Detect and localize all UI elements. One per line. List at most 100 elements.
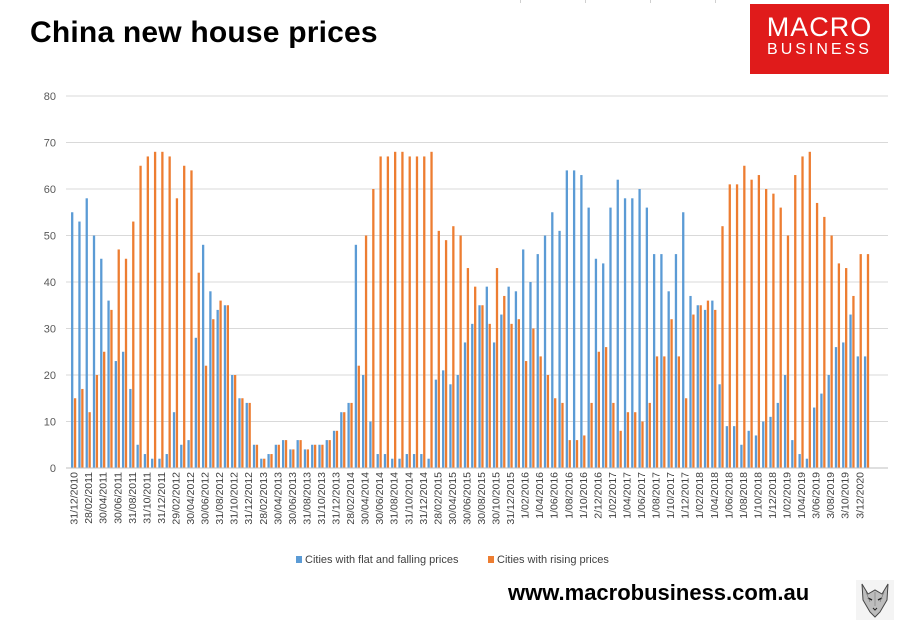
bar-rising — [634, 412, 637, 468]
bar-rising — [88, 412, 91, 468]
bar-rising — [765, 189, 768, 468]
website-url[interactable]: www.macrobusiness.com.au — [508, 580, 810, 605]
bar-rising — [612, 402, 615, 468]
bar-rising — [575, 440, 579, 468]
bar-rising — [648, 402, 651, 468]
bar-flat-falling — [507, 286, 510, 468]
x-tick-label: 1/06/2016 — [549, 472, 561, 519]
bar-rising — [292, 449, 295, 468]
bar-flat-falling — [383, 454, 387, 468]
bar-rising — [204, 365, 208, 468]
bar-rising — [270, 454, 273, 468]
bar-rising — [532, 328, 535, 468]
bar-rising — [430, 151, 433, 469]
bar-flat-falling — [587, 207, 590, 468]
bar-flat-falling — [405, 454, 408, 468]
bar-rising — [539, 356, 542, 468]
x-tick-label: 30/06/2012 — [200, 472, 212, 525]
bar-flat-falling — [398, 458, 401, 468]
bar-flat-falling — [813, 407, 816, 468]
bar-flat-falling — [703, 309, 707, 468]
x-tick-label: 31/10/2011 — [141, 472, 153, 524]
bar-rising — [517, 319, 520, 468]
bar-flat-falling — [267, 454, 270, 468]
bar-flat-falling — [725, 426, 729, 468]
bar-rising — [677, 356, 681, 468]
bar-flat-falling — [449, 384, 452, 468]
y-tick-label: 40 — [44, 277, 56, 289]
x-tick-label: 1/10/2018 — [752, 472, 764, 519]
bar-flat-falling — [318, 444, 321, 468]
bar-rising — [779, 207, 782, 468]
x-tick-label: 28/02/2015 — [432, 472, 444, 525]
x-tick-label: 1/08/2018 — [738, 472, 750, 519]
bar-flat-falling — [347, 402, 350, 468]
bar-rising — [277, 444, 280, 468]
legend-swatch-rising — [488, 556, 494, 563]
legend-label-flat-falling: Cities with flat and falling prices — [305, 554, 459, 566]
bar-rising — [757, 175, 761, 469]
x-tick-label: 1/04/2017 — [622, 472, 634, 519]
bar-flat-falling — [340, 412, 343, 468]
bar-flat-falling — [238, 398, 241, 468]
bar-rising — [132, 221, 135, 468]
bar-rising — [335, 430, 339, 468]
bar-flat-falling — [129, 388, 132, 468]
bar-flat-falling — [580, 175, 583, 469]
bar-rising — [168, 156, 171, 468]
x-tick-label: 31/12/2010 — [69, 472, 81, 525]
bar-rising — [408, 156, 411, 468]
bar-flat-falling — [783, 375, 787, 468]
bar-rising — [81, 388, 84, 468]
bar-rising — [444, 240, 448, 468]
bar-flat-falling — [660, 254, 663, 468]
bar-rising — [823, 216, 826, 468]
x-tick-label: 31/08/2011 — [127, 472, 139, 524]
bar-flat-falling — [645, 207, 649, 468]
bar-flat-falling — [754, 435, 758, 468]
bar-rising — [386, 156, 390, 468]
bar-rising — [699, 305, 702, 468]
bar-rising — [626, 412, 630, 468]
bar-rising — [161, 151, 164, 469]
bar-rising — [743, 165, 746, 468]
bar-flat-falling — [602, 263, 605, 468]
bar-rising — [692, 314, 695, 468]
bar-flat-falling — [260, 458, 263, 468]
bar-flat-falling — [114, 361, 117, 468]
bar-flat-falling — [151, 458, 154, 468]
x-tick-label: 30/10/2015 — [491, 472, 503, 525]
bar-flat-falling — [427, 458, 430, 468]
top-border-tick — [715, 0, 716, 3]
bar-rising — [604, 347, 608, 468]
bar-flat-falling — [682, 212, 685, 468]
bar-flat-falling — [791, 440, 794, 468]
bar-rising — [117, 249, 120, 468]
bar-flat-falling — [274, 444, 278, 468]
bar-flat-falling — [565, 170, 568, 468]
bar-rising — [183, 165, 186, 468]
bar-flat-falling — [718, 384, 721, 468]
bar-flat-falling — [376, 454, 379, 468]
bar-flat-falling — [245, 402, 248, 468]
bar-rising — [372, 189, 375, 468]
bar-flat-falling — [325, 440, 328, 468]
x-tick-label: 1/04/2016 — [534, 472, 546, 519]
bar-rising — [481, 305, 484, 468]
x-tick-label: 31/12/2014 — [418, 472, 430, 525]
chart-title: China new house prices — [30, 16, 378, 49]
bar-rising — [597, 351, 600, 468]
bar-rising — [568, 440, 571, 468]
bar-rising — [837, 263, 841, 468]
bar-rising — [641, 421, 644, 468]
bar-rising — [394, 151, 397, 469]
bar-rising — [415, 156, 419, 468]
bar-rising — [721, 226, 724, 468]
top-border-tick — [650, 0, 651, 3]
bar-flat-falling — [85, 198, 88, 469]
x-tick-label: 1/04/2018 — [709, 472, 721, 519]
bar-flat-falling — [296, 440, 299, 468]
x-tick-label: 1/02/2019 — [782, 472, 794, 519]
bar-flat-falling — [514, 291, 518, 468]
bar-flat-falling — [362, 375, 365, 468]
